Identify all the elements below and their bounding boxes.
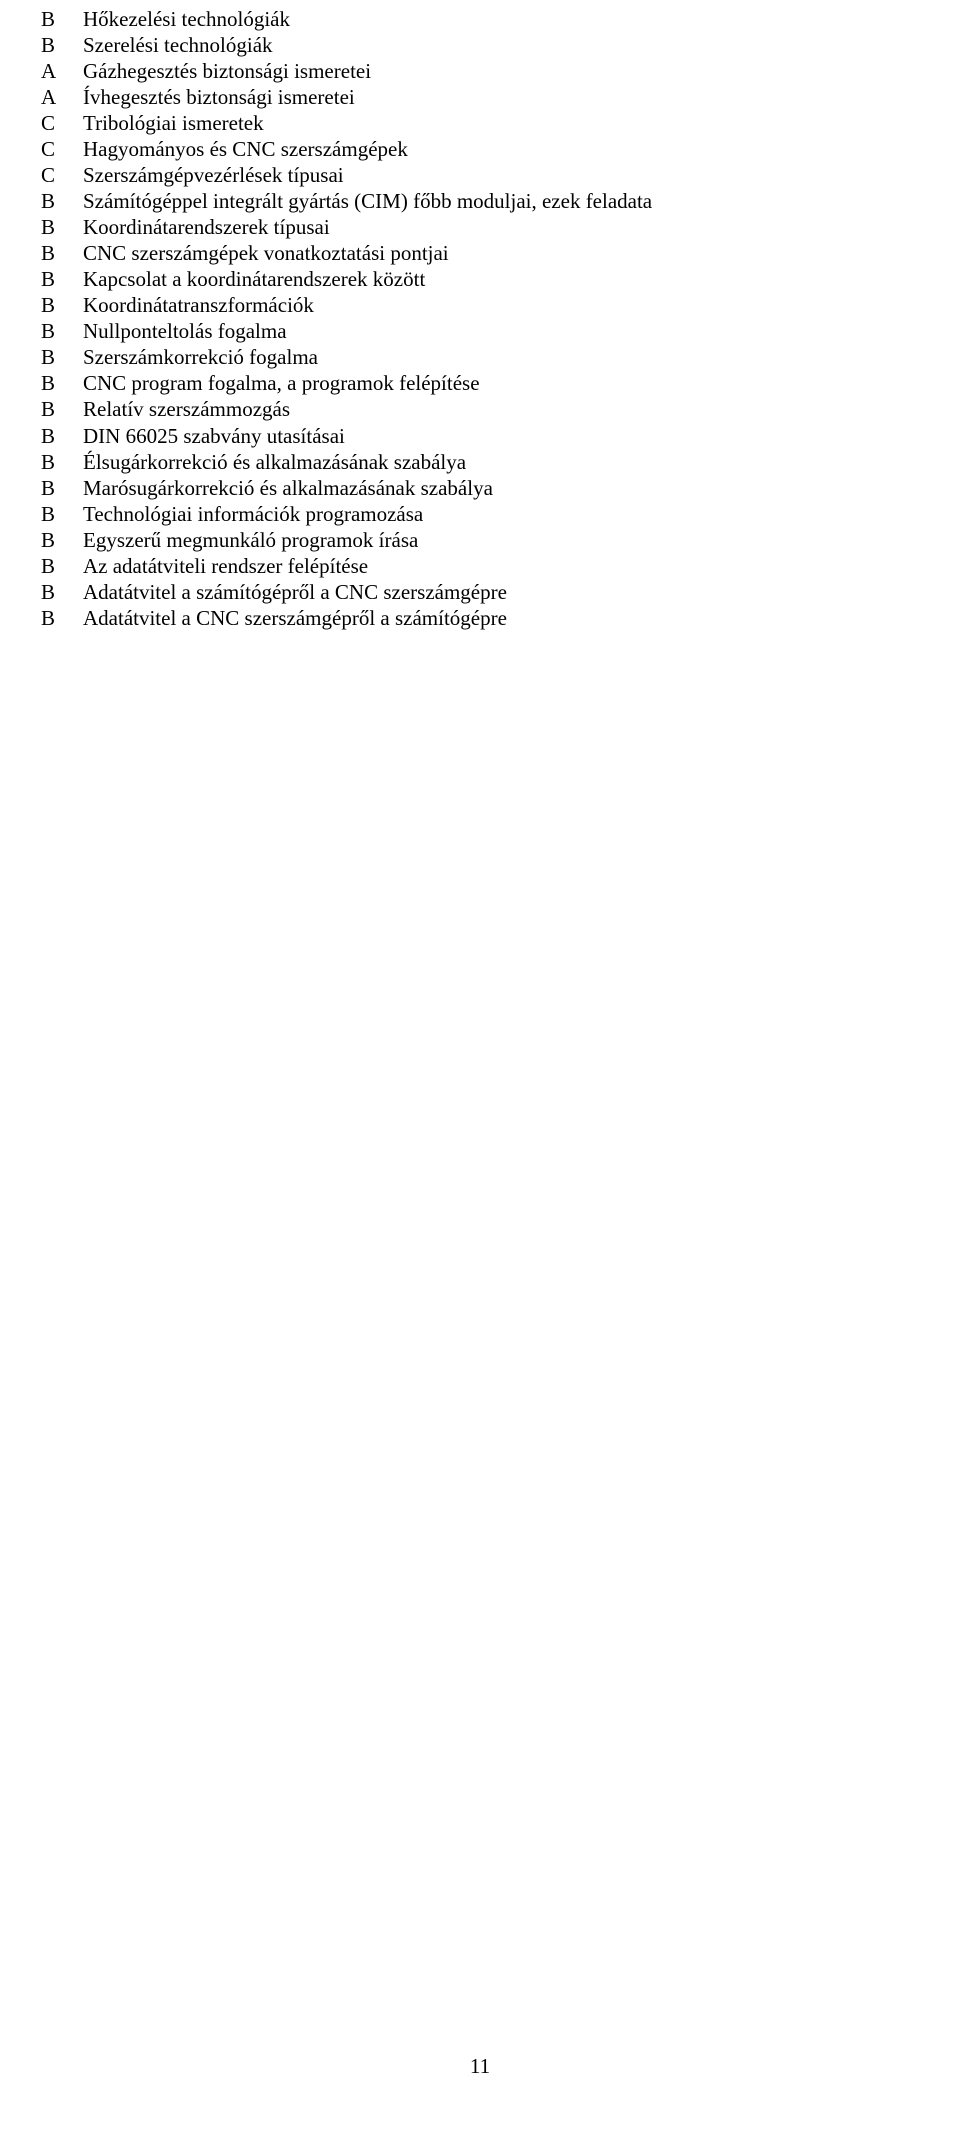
row-text: CNC program fogalma, a programok felépít… — [83, 370, 960, 396]
row-letter: A — [0, 84, 83, 110]
list-row: B Koordinátatranszformációk — [0, 292, 960, 318]
row-text: Szerszámgépvezérlések típusai — [83, 162, 960, 188]
row-text: Szerszámkorrekció fogalma — [83, 344, 960, 370]
list-row: B Koordinátarendszerek típusai — [0, 214, 960, 240]
row-letter: A — [0, 58, 83, 84]
list-row: B Adatátvitel a számítógépről a CNC szer… — [0, 579, 960, 605]
row-text: Élsugárkorrekció és alkalmazásának szabá… — [83, 449, 960, 475]
list-row: B Szerszámkorrekció fogalma — [0, 344, 960, 370]
row-letter: B — [0, 6, 83, 32]
list-row: B Relatív szerszámmozgás — [0, 396, 960, 422]
row-letter: B — [0, 240, 83, 266]
row-text: Adatátvitel a számítógépről a CNC szersz… — [83, 579, 960, 605]
row-text: Gázhegesztés biztonsági ismeretei — [83, 58, 960, 84]
row-text: Számítógéppel integrált gyártás (CIM) fő… — [83, 188, 960, 214]
row-text: Technológiai információk programozása — [83, 501, 960, 527]
row-letter: B — [0, 370, 83, 396]
list-row: B Kapcsolat a koordinátarendszerek közöt… — [0, 266, 960, 292]
row-letter: C — [0, 136, 83, 162]
list-row: B Adatátvitel a CNC szerszámgépről a szá… — [0, 605, 960, 631]
list-row: B CNC program fogalma, a programok felép… — [0, 370, 960, 396]
row-text: Relatív szerszámmozgás — [83, 396, 960, 422]
list-row: B CNC szerszámgépek vonatkoztatási pontj… — [0, 240, 960, 266]
row-letter: B — [0, 32, 83, 58]
row-letter: B — [0, 501, 83, 527]
list-row: B Marósugárkorrekció és alkalmazásának s… — [0, 475, 960, 501]
row-letter: B — [0, 605, 83, 631]
row-letter: B — [0, 553, 83, 579]
page-number: 11 — [0, 2054, 960, 2079]
list-row: C Hagyományos és CNC szerszámgépek — [0, 136, 960, 162]
row-text: Egyszerű megmunkáló programok írása — [83, 527, 960, 553]
row-text: Nullponteltolás fogalma — [83, 318, 960, 344]
list-row: A Gázhegesztés biztonsági ismeretei — [0, 58, 960, 84]
row-text: Marósugárkorrekció és alkalmazásának sza… — [83, 475, 960, 501]
row-text: Hagyományos és CNC szerszámgépek — [83, 136, 960, 162]
row-letter: B — [0, 344, 83, 370]
row-letter: B — [0, 449, 83, 475]
row-text: Kapcsolat a koordinátarendszerek között — [83, 266, 960, 292]
row-text: CNC szerszámgépek vonatkoztatási pontjai — [83, 240, 960, 266]
list-row: B Nullponteltolás fogalma — [0, 318, 960, 344]
list-row: B Szerelési technológiák — [0, 32, 960, 58]
row-letter: B — [0, 475, 83, 501]
list-row: B Technológiai információk programozása — [0, 501, 960, 527]
row-text: Ívhegesztés biztonsági ismeretei — [83, 84, 960, 110]
list-row: B Az adatátviteli rendszer felépítése — [0, 553, 960, 579]
row-letter: C — [0, 110, 83, 136]
row-letter: B — [0, 214, 83, 240]
list-row: B Élsugárkorrekció és alkalmazásának sza… — [0, 449, 960, 475]
row-text: Hőkezelési technológiák — [83, 6, 960, 32]
row-letter: B — [0, 266, 83, 292]
row-text: Tribológiai ismeretek — [83, 110, 960, 136]
list-row: C Tribológiai ismeretek — [0, 110, 960, 136]
row-text: Szerelési technológiák — [83, 32, 960, 58]
row-text: DIN 66025 szabvány utasításai — [83, 423, 960, 449]
list-row: B Hőkezelési technológiák — [0, 6, 960, 32]
page-content: B Hőkezelési technológiák B Szerelési te… — [0, 0, 960, 631]
list-row: B Számítógéppel integrált gyártás (CIM) … — [0, 188, 960, 214]
list-row: B DIN 66025 szabvány utasításai — [0, 423, 960, 449]
row-text: Adatátvitel a CNC szerszámgépről a számí… — [83, 605, 960, 631]
row-letter: B — [0, 292, 83, 318]
row-letter: B — [0, 188, 83, 214]
row-text: Az adatátviteli rendszer felépítése — [83, 553, 960, 579]
row-letter: C — [0, 162, 83, 188]
list-row: C Szerszámgépvezérlések típusai — [0, 162, 960, 188]
row-letter: B — [0, 423, 83, 449]
row-letter: B — [0, 396, 83, 422]
row-letter: B — [0, 527, 83, 553]
row-text: Koordinátatranszformációk — [83, 292, 960, 318]
row-text: Koordinátarendszerek típusai — [83, 214, 960, 240]
list-row: A Ívhegesztés biztonsági ismeretei — [0, 84, 960, 110]
list-row: B Egyszerű megmunkáló programok írása — [0, 527, 960, 553]
row-letter: B — [0, 579, 83, 605]
row-letter: B — [0, 318, 83, 344]
